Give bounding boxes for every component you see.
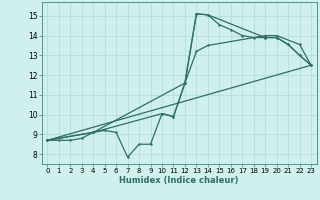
- X-axis label: Humidex (Indice chaleur): Humidex (Indice chaleur): [119, 176, 239, 185]
